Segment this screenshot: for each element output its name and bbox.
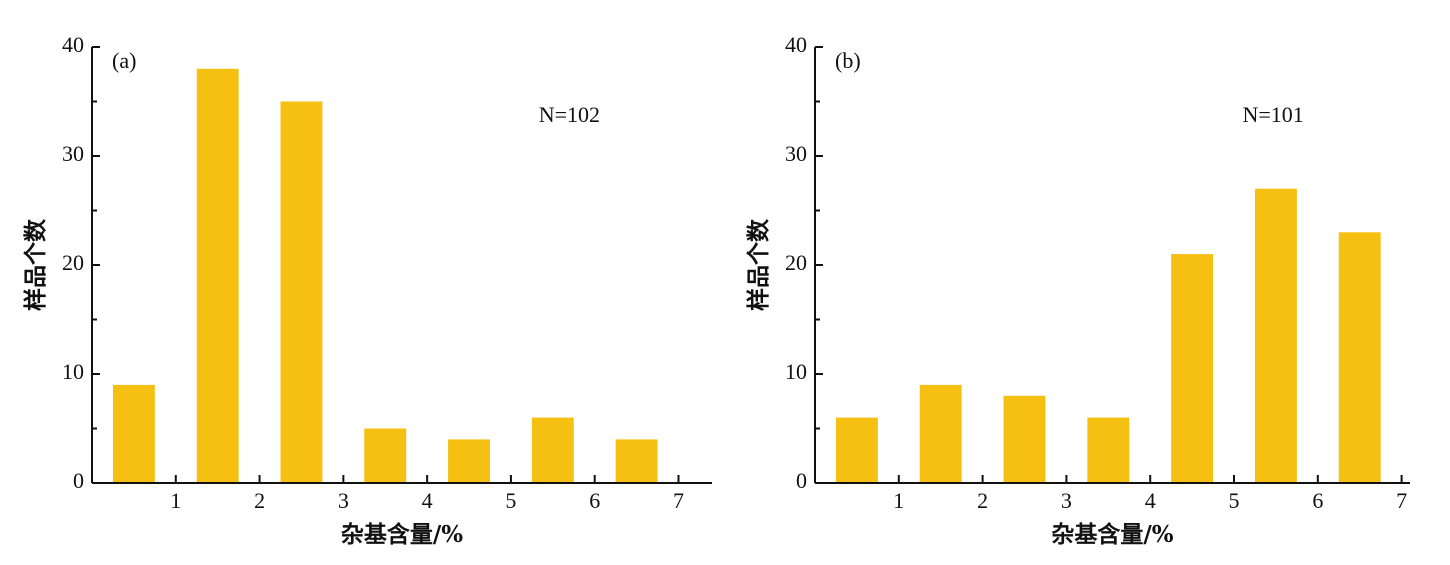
x-tick-label: 3	[1061, 488, 1072, 513]
y-tick-label: 0	[796, 468, 807, 493]
bar	[196, 68, 239, 484]
x-tick-label: 4	[422, 488, 433, 513]
x-tick-label: 5	[505, 488, 516, 513]
x-axis-label: 杂基含量/%	[1051, 521, 1173, 548]
x-tick-label: 2	[254, 488, 265, 513]
x-tick-label: 6	[1312, 488, 1323, 513]
x-tick-label: 7	[673, 488, 684, 513]
bar	[1087, 417, 1130, 483]
bar	[531, 417, 574, 483]
bar	[615, 439, 658, 483]
bar	[364, 428, 407, 483]
bar	[1003, 395, 1046, 483]
x-tick-label: 6	[589, 488, 600, 513]
annotation: N=101	[1243, 102, 1304, 127]
y-tick-label: 20	[785, 250, 807, 275]
panel-label: (b)	[835, 48, 861, 73]
bar	[112, 384, 155, 483]
y-tick-label: 10	[785, 359, 807, 384]
bar	[919, 384, 962, 483]
y-tick-label: 40	[785, 32, 807, 57]
y-axis-label: 样品个数	[22, 218, 49, 311]
y-tick-label: 20	[62, 250, 84, 275]
x-tick-label: 3	[338, 488, 349, 513]
bar	[1171, 254, 1214, 483]
bar	[1338, 232, 1381, 483]
y-axis-label: 样品个数	[745, 218, 772, 311]
x-tick-label: 7	[1396, 488, 1407, 513]
x-tick-label: 2	[977, 488, 988, 513]
y-tick-label: 10	[62, 359, 84, 384]
x-tick-label: 5	[1229, 488, 1240, 513]
x-tick-label: 1	[170, 488, 181, 513]
y-tick-label: 0	[73, 468, 84, 493]
x-tick-label: 1	[893, 488, 904, 513]
bar	[448, 439, 490, 483]
x-tick-label: 4	[1145, 488, 1156, 513]
bar	[280, 101, 323, 483]
annotation: N=102	[539, 102, 600, 127]
y-tick-label: 30	[62, 141, 84, 166]
y-tick-label: 40	[62, 32, 84, 57]
y-tick-label: 30	[785, 141, 807, 166]
panel-label: (a)	[112, 48, 136, 73]
bar	[835, 417, 878, 483]
x-axis-label: 杂基含量/%	[341, 521, 463, 548]
bar	[1254, 188, 1297, 483]
